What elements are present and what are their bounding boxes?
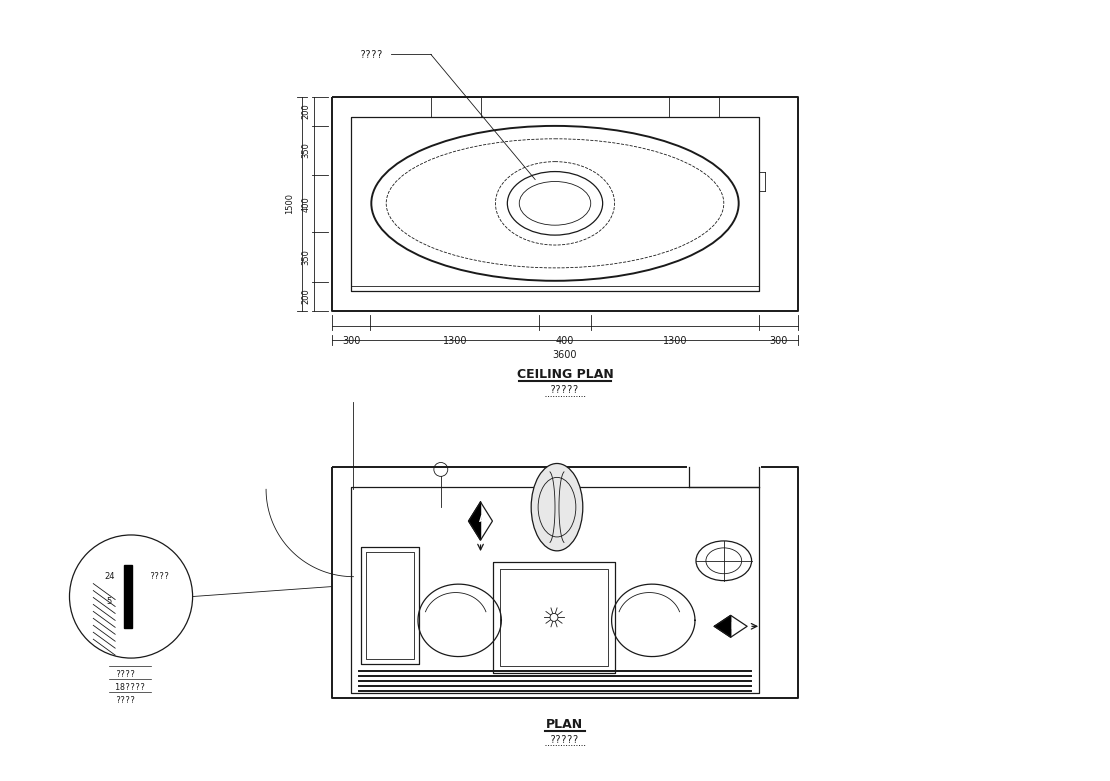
Text: 350: 350 [302,249,311,265]
Text: 400: 400 [302,196,311,212]
Text: ????: ???? [149,572,169,581]
Polygon shape [468,502,481,540]
Text: 400: 400 [556,337,574,347]
Text: 300: 300 [342,337,361,347]
Polygon shape [715,615,747,637]
Polygon shape [468,502,493,540]
Circle shape [70,535,193,658]
Text: 300: 300 [769,337,788,347]
Text: 1500: 1500 [285,194,294,214]
Text: ????: ???? [360,51,383,60]
Text: 350: 350 [302,142,311,159]
Circle shape [551,613,558,622]
Text: ?????: ????? [551,385,579,395]
Polygon shape [715,615,730,637]
Polygon shape [124,565,132,628]
Text: 24: 24 [104,572,114,581]
Text: PLAN: PLAN [546,718,584,731]
Text: A: A [478,515,484,523]
Text: 200: 200 [302,103,311,119]
Text: B: B [730,622,736,631]
Text: 5: 5 [107,597,112,606]
Ellipse shape [532,463,583,551]
Text: ?????: ????? [551,735,579,744]
Text: ????: ???? [115,670,135,679]
Text: 1300: 1300 [443,337,467,347]
Text: 1300: 1300 [663,337,687,347]
Text: 3600: 3600 [553,351,577,360]
Text: CEILING PLAN: CEILING PLAN [516,368,614,381]
Text: ????: ???? [115,696,135,704]
Text: 200: 200 [302,288,311,305]
Text: 18????: 18???? [115,683,145,692]
